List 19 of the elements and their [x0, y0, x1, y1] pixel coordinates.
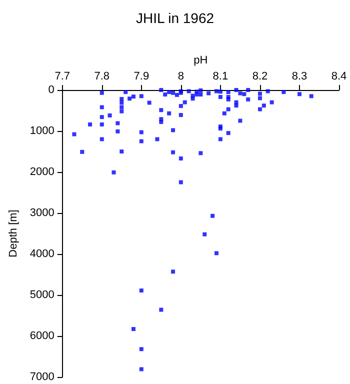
- chart-title: JHIL in 1962: [136, 10, 214, 26]
- x-tick-label: 8.4: [331, 70, 347, 82]
- x-tick-label: 7.7: [54, 70, 70, 82]
- y-axis-title: Depth [m]: [8, 210, 20, 258]
- x-tick-label: 8.2: [252, 70, 268, 82]
- x-tick-label: 7.8: [94, 70, 110, 82]
- x-tick-label: 7.9: [134, 70, 150, 82]
- y-tick-label: 3000: [30, 207, 54, 219]
- y-tick-label: 0: [48, 84, 54, 96]
- y-tick-label: 5000: [30, 289, 54, 301]
- y-tick-label: 2000: [30, 166, 54, 178]
- y-tick-label: 1000: [30, 125, 54, 137]
- x-tick-label: 8: [178, 70, 184, 82]
- x-tick-label: 8.3: [292, 70, 308, 82]
- y-tick-label: 4000: [30, 248, 54, 260]
- x-axis-title: pH: [194, 54, 208, 66]
- y-tick-label: 7000: [30, 371, 54, 383]
- y-tick-label: 6000: [30, 330, 54, 342]
- x-tick-label: 8.1: [212, 70, 228, 82]
